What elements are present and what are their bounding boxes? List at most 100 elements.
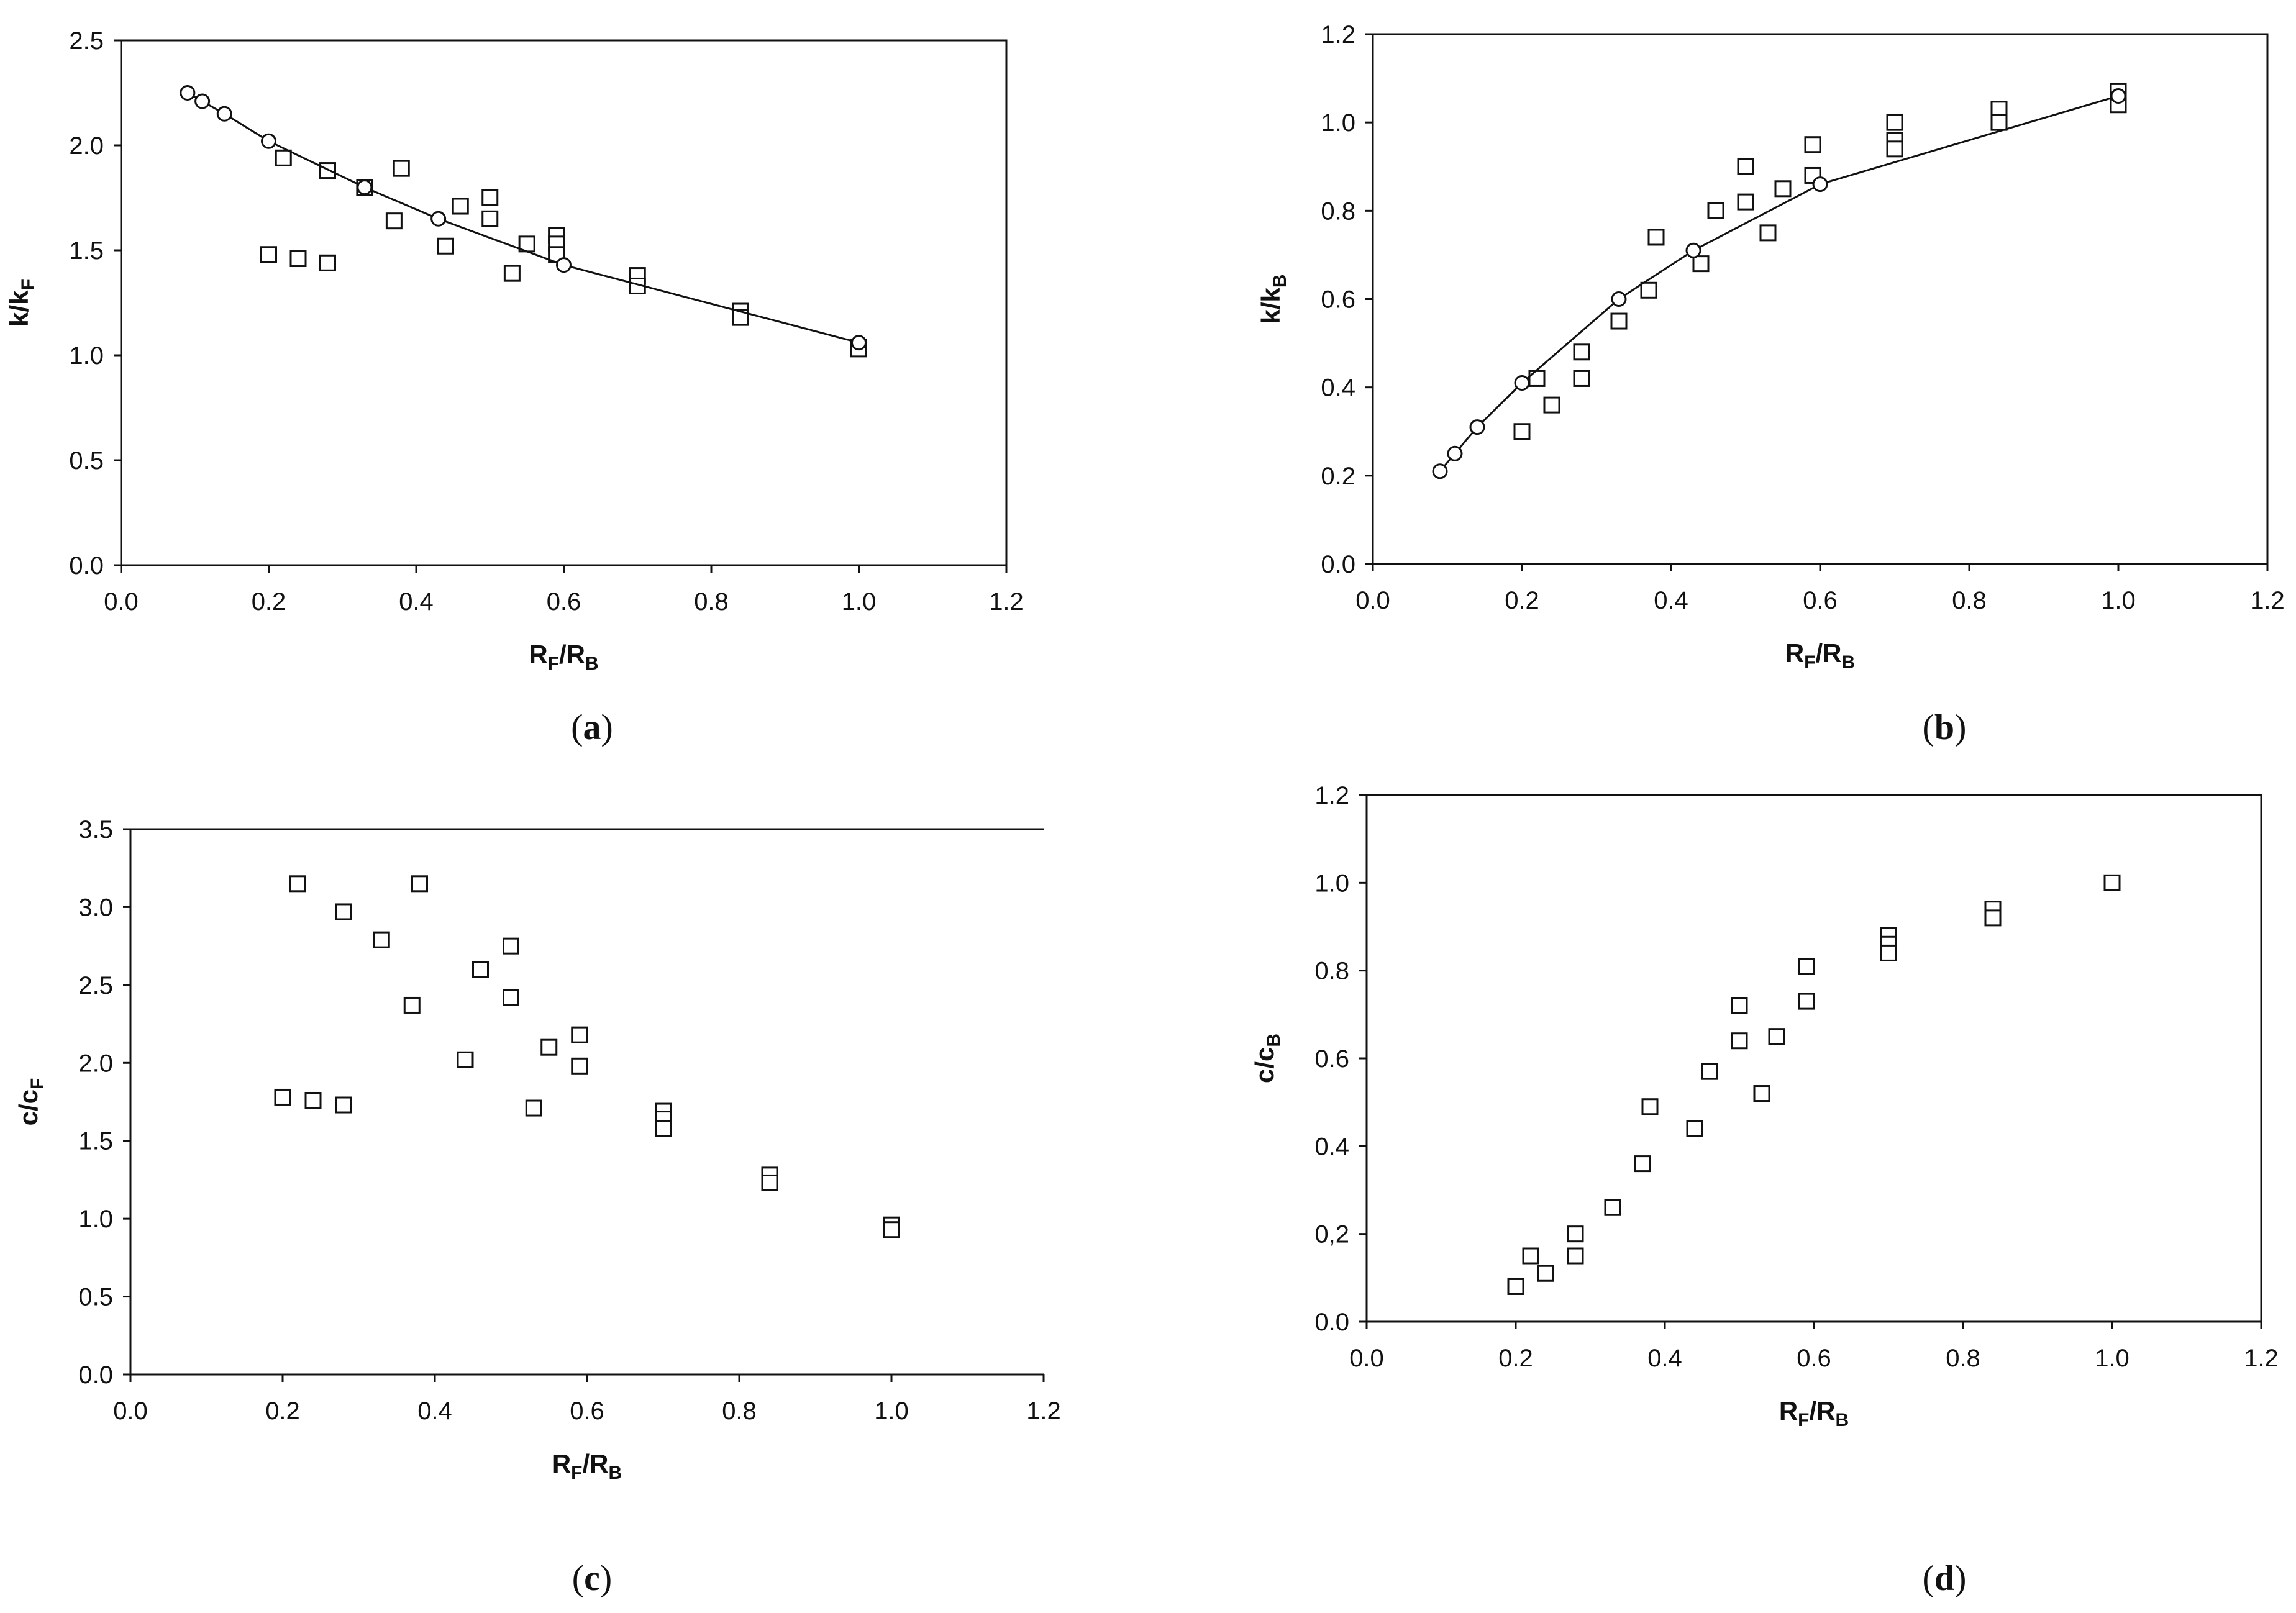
data-point [289,250,307,268]
model-point [851,335,867,351]
x-tick-label: 1.0 [2101,587,2136,614]
model-point [1685,242,1702,258]
model-point [2110,88,2126,104]
caption-close-paren: ) [1954,707,1966,747]
data-point [452,198,469,215]
x-axis-title-slash: /R [1810,1396,1836,1425]
data-point [1604,1199,1621,1216]
data-point [403,996,421,1014]
y-tick-label: 1.0 [1321,109,1355,137]
chart-panel-b: 0.0 0.2 0.4 0.6 0.8 1.0 1.2 0.0 0.2 0.4 0.6 0.8 1.0 1… [1256,21,2285,747]
data-point [525,1099,542,1117]
caption-close-paren: ) [1954,1558,1966,1598]
data-point [1537,1265,1554,1282]
data-point [385,212,403,230]
data-point [1528,370,1546,387]
data-point [1567,1225,1584,1243]
y-tick-label: 0.5 [69,447,104,475]
y-axis-title-sub: F [27,1078,48,1089]
x-axis-title: RF/RB [1785,638,1855,673]
y-tick-label: 0.5 [78,1284,113,1311]
model-point [1812,176,1828,193]
caption-open-paren: ( [1923,707,1934,747]
panel-caption: (d) [1923,1558,1967,1598]
y-tick-label: 2.5 [78,972,113,999]
x-axis-title: RF/RB [1779,1396,1849,1430]
data-point [1543,396,1560,414]
data-point [1701,1063,1718,1080]
data-point [503,937,519,955]
y-tick-label: 0.4 [1321,375,1355,402]
data-point [655,1120,672,1137]
data-point [304,1091,322,1109]
y-tick-label: 0.0 [78,1361,113,1389]
data-point [1753,1085,1770,1102]
data-point [319,254,336,271]
data-point [1513,423,1531,440]
x-tick-label: 0.6 [1803,587,1838,614]
x-axis-title-main: R [1785,638,1804,668]
x-axis-title-sub: B [585,653,599,674]
model-point [216,106,232,122]
chart-panel-a: 0.0 0.2 0.4 0.6 0.8 1.0 1.2 0.0 0.5 1.0 1.5 2.0 2.5 R… [4,27,1024,747]
data-point [274,1088,291,1106]
x-tick-label: 0.8 [1946,1345,1980,1372]
data-point [503,989,519,1006]
data-point [883,1221,900,1238]
y-tick-label: 1.0 [1314,870,1349,897]
data-point [1640,281,1657,299]
data-point [1634,1155,1651,1173]
y-axis-title-main: k/k [1256,288,1285,324]
caption-letter: d [1934,1558,1954,1598]
y-tick-label: 0.2 [1321,463,1355,490]
y-tick-label: 3.5 [78,816,113,843]
x-tick-label: 0.0 [113,1397,148,1425]
data-point [1573,370,1590,387]
data-point [260,246,277,263]
x-axis-title-sub: B [1836,1410,1849,1430]
data-point [1759,224,1777,242]
chart-panel-c: 0.0 0.2 0.4 0.6 0.8 1.0 1.2 0.0 0.5 1.0 1.5 2.0 2.5 3… [14,816,1061,1598]
data-point [1737,193,1754,211]
data-point [437,237,454,255]
data-point [1507,1278,1524,1295]
caption-open-paren: ( [571,707,583,747]
data-point [540,1038,558,1056]
data-point [1737,158,1754,175]
y-tick-label: 0.8 [1321,198,1355,225]
model-point [1514,375,1530,391]
x-axis-title: RF/RB [552,1449,622,1483]
y-tick-label: 1.5 [69,237,104,265]
x-tick-label: 0.6 [547,588,581,616]
y-tick-label: 1.2 [1321,21,1355,48]
x-axis-title-main: R [1779,1396,1798,1425]
y-axis-title-sub: B [1270,274,1290,288]
data-point [1880,944,1897,961]
x-tick-label: 0.4 [1654,587,1688,614]
data-point [1804,136,1821,153]
y-tick-label: 0.0 [69,552,104,579]
data-point [1886,140,1903,158]
x-tick-label: 0.6 [1797,1345,1831,1372]
data-point [1768,1028,1785,1045]
y-tick-label: 1.0 [69,342,104,370]
x-tick-label: 0.2 [252,588,286,616]
x-tick-label: 0.6 [570,1397,604,1425]
data-point [481,210,499,227]
x-axis-title-main: R [552,1449,571,1478]
y-tick-label: 2.0 [69,132,104,160]
x-axis-title-sub: F [1804,652,1815,673]
panel-caption: (a) [571,707,613,747]
data-point [289,875,306,893]
x-axis-title: RF/RB [529,640,598,674]
data-point [761,1174,778,1191]
y-tick-label: 1.5 [78,1128,113,1155]
model-point [1611,291,1627,307]
data-point [335,903,352,920]
data-point [2103,874,2121,891]
data-point [481,189,499,206]
x-tick-label: 1.0 [842,588,877,616]
caption-letter: a [583,707,601,747]
y-tick-label: 2.0 [78,1050,113,1077]
